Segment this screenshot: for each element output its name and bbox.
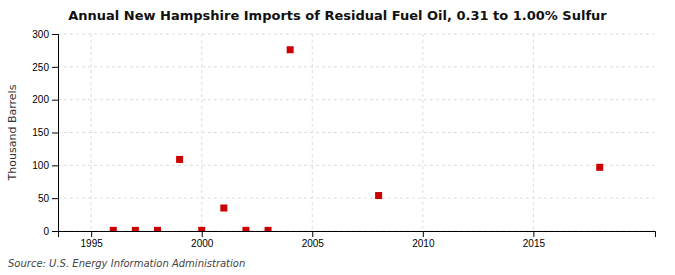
x-axis: 1995 2000 2005 2010 2015 xyxy=(59,231,656,249)
grid-line-y xyxy=(58,198,655,199)
x-tick-label: 2015 xyxy=(523,238,546,249)
point xyxy=(596,164,603,171)
y-tick: 150 xyxy=(32,127,58,138)
point xyxy=(375,192,382,199)
y-tick-label: 200 xyxy=(32,94,49,105)
y-tick-label: 0 xyxy=(43,226,49,237)
y-tick: 200 xyxy=(32,94,58,105)
plot: 1995 2000 2005 2010 2015 0 50 100 150 200 250 300 xyxy=(32,29,655,249)
x-tick-label: 2005 xyxy=(302,238,325,249)
y-tick: 0 xyxy=(43,226,58,237)
y-axis-line xyxy=(52,35,59,232)
y-tick-mark xyxy=(52,165,58,166)
y-tick-label: 150 xyxy=(32,127,49,138)
point xyxy=(220,205,227,212)
y-tick-mark xyxy=(52,34,58,35)
x-tick-label: 1995 xyxy=(81,238,104,249)
x-tick-mark xyxy=(312,231,313,237)
x-tick-mark xyxy=(202,231,203,237)
y-tick-mark xyxy=(52,133,58,134)
x-tick-mark xyxy=(423,231,424,237)
y-tick-label: 300 xyxy=(32,29,49,40)
point xyxy=(132,227,139,231)
y-tick-mark xyxy=(52,67,58,68)
y-tick-mark xyxy=(52,231,58,232)
grid-line-x xyxy=(422,34,423,231)
x-tick: 2005 xyxy=(302,231,325,249)
x-tick: 2015 xyxy=(523,231,546,249)
x-axis-line xyxy=(59,232,656,238)
grid xyxy=(58,34,655,231)
points xyxy=(110,46,603,231)
x-tick-mark xyxy=(91,231,92,237)
point xyxy=(198,227,205,231)
y-tick-mark xyxy=(52,100,58,101)
y-tick: 100 xyxy=(32,160,58,171)
grid-line-y xyxy=(58,165,655,166)
x-tick-mark xyxy=(533,231,534,237)
point xyxy=(287,46,294,53)
y-tick-mark xyxy=(52,198,58,199)
chart: 1995 2000 2005 2010 2015 0 50 100 150 200 250 300 An… xyxy=(0,0,675,275)
x-tick-label: 2000 xyxy=(191,238,214,249)
x-tick: 2000 xyxy=(191,231,214,249)
annotation: Source: U.S. Energy Information Administ… xyxy=(8,258,245,269)
point xyxy=(265,227,272,231)
grid-line-y xyxy=(58,34,655,35)
grid-line-x xyxy=(533,34,534,231)
y-tick-label: 50 xyxy=(38,193,50,204)
y-tick: 250 xyxy=(32,62,58,73)
x-tick: 2010 xyxy=(412,231,435,249)
y-tick-label: 250 xyxy=(32,62,49,73)
y-tick: 300 xyxy=(32,29,58,40)
y-tick: 50 xyxy=(38,193,58,204)
grid-line-y xyxy=(58,99,655,100)
grid-line-x xyxy=(312,34,313,231)
title: Annual New Hampshire Imports of Residual… xyxy=(68,8,607,23)
y-axis: 0 50 100 150 200 250 300 xyxy=(32,29,58,237)
point xyxy=(154,227,161,231)
grid-line-x xyxy=(91,34,92,231)
x-tick-label: 2010 xyxy=(412,238,435,249)
point xyxy=(110,227,117,231)
point xyxy=(176,156,183,163)
grid-line-y xyxy=(58,132,655,133)
grid-line-x xyxy=(201,34,202,231)
grid-line-y xyxy=(58,66,655,67)
y-axis-title: Thousand Barrels xyxy=(6,84,19,181)
y-tick-label: 100 xyxy=(32,160,49,171)
point xyxy=(242,227,249,231)
x-tick: 1995 xyxy=(81,231,104,249)
